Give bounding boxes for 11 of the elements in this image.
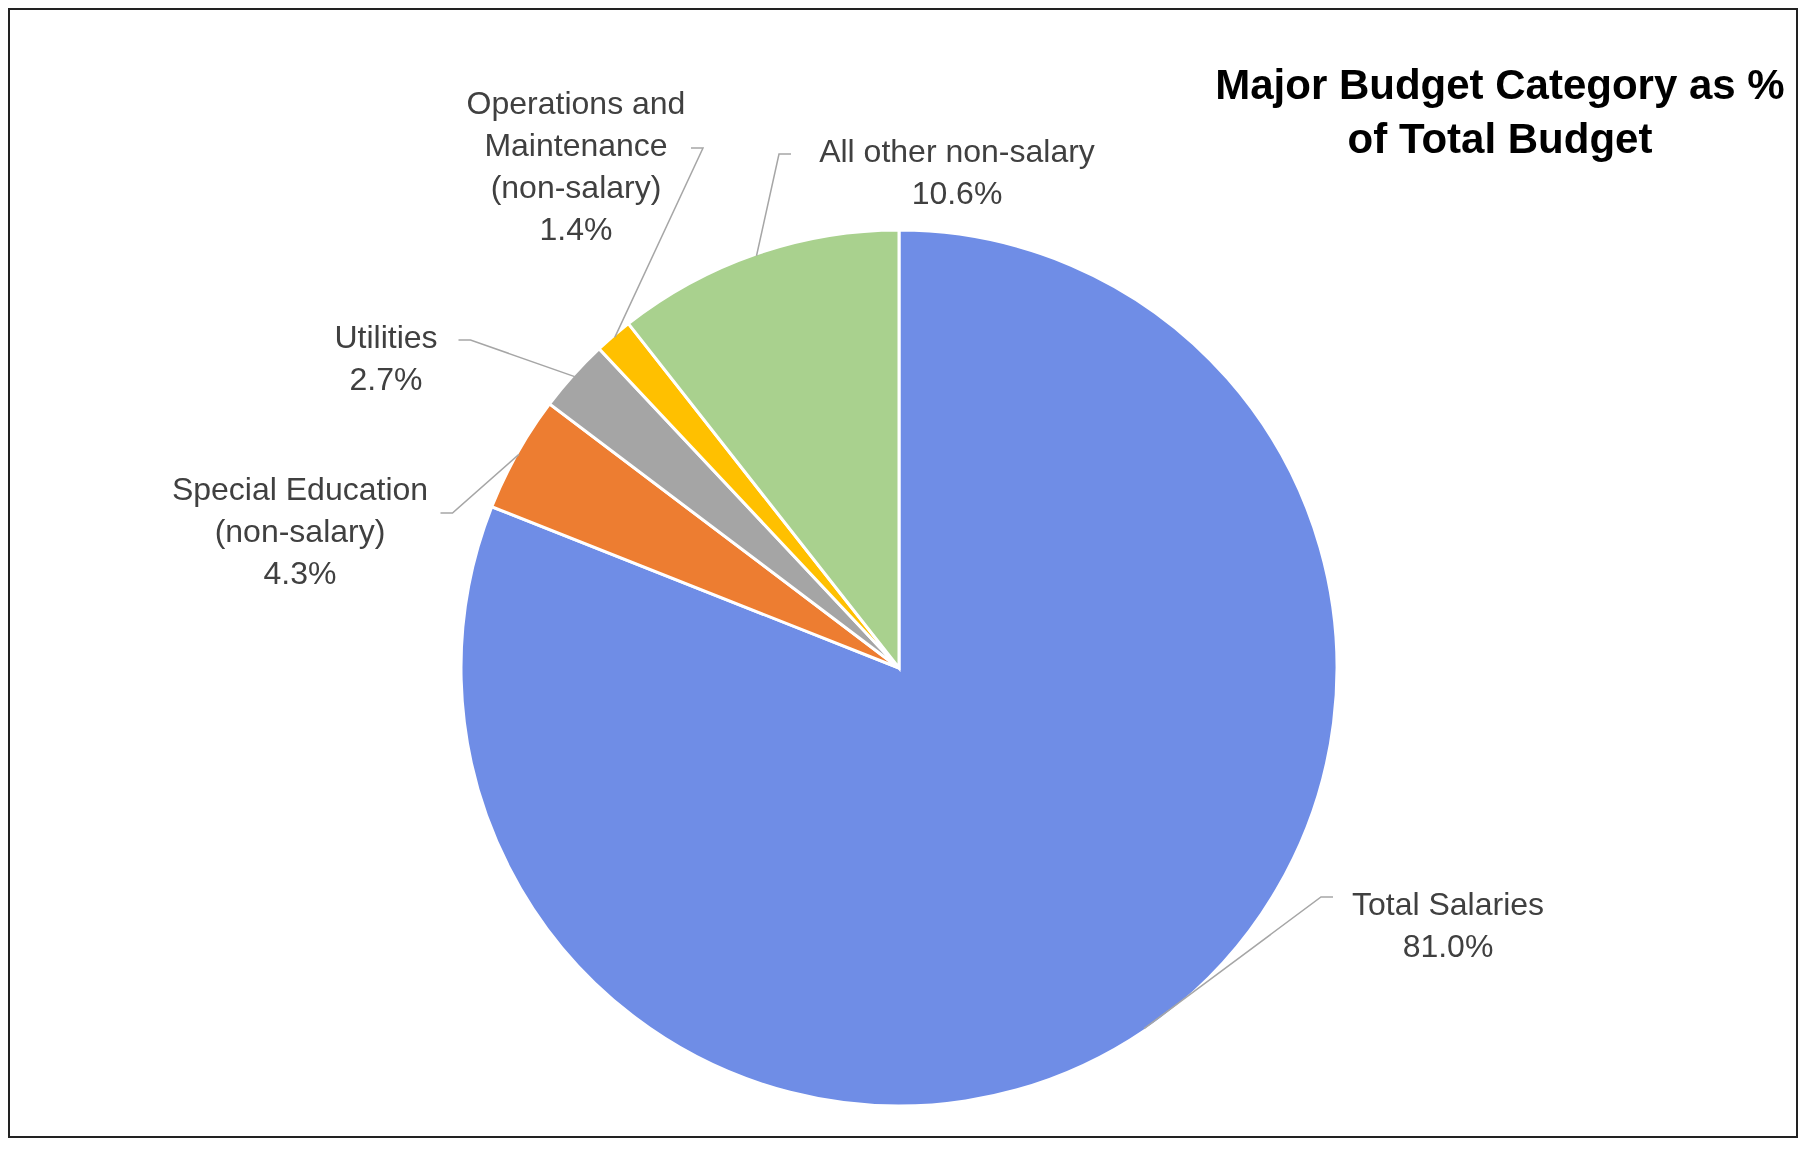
chart-title: Major Budget Category as % of Total Budget bbox=[1214, 60, 1786, 164]
data-label: 10.6% bbox=[911, 175, 1003, 212]
slice-label: Special Education (non-salary) bbox=[171, 471, 429, 550]
slice-label: Operations and Maintenance (non-salary) bbox=[466, 85, 686, 206]
data-label: 1.4% bbox=[539, 211, 613, 248]
data-label: 2.7% bbox=[349, 361, 423, 398]
slice-label: Utilities bbox=[334, 319, 438, 356]
data-label: 81.0% bbox=[1402, 928, 1494, 965]
slice-label: All other non-salary bbox=[819, 133, 1095, 170]
slice-label: Total Salaries bbox=[1351, 886, 1545, 923]
data-label: 4.3% bbox=[263, 555, 337, 592]
